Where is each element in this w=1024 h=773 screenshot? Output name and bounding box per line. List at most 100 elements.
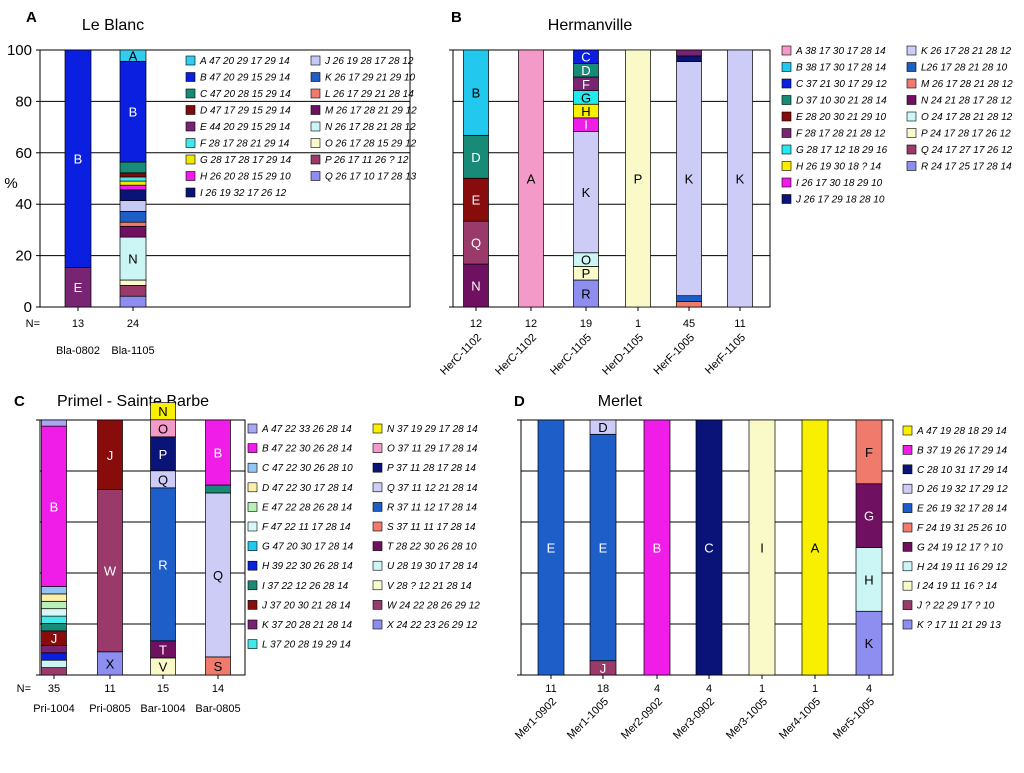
legend-swatch [372, 541, 383, 551]
legend-swatch [247, 580, 258, 591]
legend-swatch [781, 45, 792, 56]
bar-segment-label: T [159, 642, 167, 657]
legend-swatch [372, 423, 383, 434]
bar-segment [97, 489, 123, 653]
bar-segment-label: R [158, 557, 167, 572]
plot-frame [39, 49, 411, 308]
bar-segment-label: F [582, 77, 590, 92]
bar-segment-label: I [584, 118, 588, 133]
legend-entry: S 37 11 11 17 28 14 [387, 522, 476, 533]
legend-swatch [310, 88, 321, 99]
bar-segment [119, 211, 147, 223]
bar-segment [119, 279, 147, 286]
bar-segment [41, 652, 67, 661]
bar-segment [801, 419, 829, 676]
category-label: Bla-0802 [56, 345, 100, 357]
bar-segment-label: B [50, 499, 59, 514]
bar-segment [41, 586, 67, 595]
bar-segment-label: P [582, 266, 591, 281]
legend-swatch [310, 55, 321, 66]
bar-segment-label: Q [213, 568, 223, 583]
legend-swatch [185, 105, 196, 115]
category-label: Pri-1004 [33, 703, 75, 715]
bar-segment [150, 436, 176, 472]
category-label: Mer1-0902 [513, 696, 559, 742]
bar-segment [537, 419, 565, 676]
bar-segment [41, 659, 67, 668]
legend-entry: B 47 20 29 15 29 14 [200, 73, 291, 84]
legend-entry: Q 37 11 12 21 28 14 [387, 483, 478, 494]
panel-title: Le Blanc [82, 17, 144, 34]
legend-swatch [247, 619, 258, 630]
legend-entry: A 47 20 29 17 29 14 [199, 56, 290, 67]
bar-segment [119, 184, 147, 191]
bar-segment-label: G [864, 509, 874, 524]
y-tick-label: 20 [15, 248, 32, 265]
legend-entry: H 26 19 30 18 ? 14 [796, 162, 882, 173]
bar-segment [695, 419, 723, 676]
legend-swatch [906, 144, 917, 155]
legend-swatch [185, 72, 196, 82]
category-label: HerF-1105 [703, 332, 748, 377]
legend-swatch [247, 482, 258, 493]
category-label: HerC-1105 [548, 332, 594, 378]
n-label: N= [17, 683, 31, 695]
bar-segment [41, 623, 67, 632]
legend-swatch [247, 521, 258, 532]
bar-segment-label: A [129, 49, 138, 64]
legend-entry: I 26 19 32 17 26 12 [200, 188, 287, 199]
panel-title: Primel - Sainte Barbe [57, 393, 209, 410]
legend-entry: A 38 17 30 17 28 14 [795, 46, 886, 57]
legend-entry: K 26 17 29 21 29 10 [325, 73, 416, 84]
category-label: Mer3-1005 [724, 696, 770, 742]
legend-entry: U 28 19 30 17 28 14 [387, 561, 478, 572]
legend-swatch [902, 580, 913, 591]
legend-swatch [902, 464, 913, 475]
bar-segment [41, 419, 67, 427]
legend-entry: N 24 21 28 17 28 12 [921, 96, 1012, 107]
bar-segment-label: O [581, 253, 591, 268]
bar-segment [205, 484, 231, 494]
panel-title: Hermanville [548, 17, 633, 34]
category-label: HerC-1102 [438, 332, 484, 378]
bar-segment-label: A [527, 172, 536, 187]
legend-swatch [185, 121, 196, 132]
bar-segment [41, 615, 67, 624]
bar-segment [573, 49, 599, 64]
bar-segment-label: C [704, 541, 713, 556]
n-value: 45 [683, 318, 695, 330]
bar-segment-label: C [581, 50, 590, 65]
bar-segment-label: H [864, 572, 873, 587]
legend-swatch [902, 483, 913, 494]
n-value: 14 [212, 683, 224, 695]
bar-segment [676, 61, 702, 297]
legend-entry: J ? 22 29 17 ? 10 [916, 601, 995, 612]
legend-swatch [781, 177, 792, 188]
bar-segment-label: H [581, 104, 590, 119]
legend-entry: R 37 11 12 17 28 14 [387, 502, 477, 513]
n-value: 24 [127, 318, 139, 330]
legend-swatch [247, 423, 258, 434]
legend-swatch [372, 619, 383, 630]
bar-segment [119, 189, 147, 201]
legend-swatch [185, 154, 196, 165]
legend-swatch [372, 502, 383, 512]
legend-entry: F 28 17 28 21 28 12 [796, 129, 886, 140]
legend-entry: G 47 20 30 17 28 14 [262, 542, 354, 553]
legend-swatch [902, 445, 913, 455]
bar-segment-label: D [581, 63, 590, 78]
bar-segment-label: N [158, 404, 167, 419]
legend-entry: A 47 22 33 26 28 14 [261, 424, 352, 435]
legend-entry: H 39 22 30 26 28 14 [262, 561, 353, 572]
legend-entry: C 47 22 30 26 28 10 [262, 463, 353, 474]
legend-entry: D 37 10 30 21 28 14 [796, 96, 887, 107]
n-value: 4 [706, 683, 712, 695]
legend-entry: D 47 17 29 15 29 14 [200, 106, 291, 117]
category-label: Mer2-0902 [619, 696, 665, 742]
bar-segment [463, 49, 489, 136]
bar-segment [119, 236, 147, 281]
bar-segment-label: W [104, 564, 117, 579]
bar-segment [97, 419, 123, 490]
bar-segment-label: A [811, 541, 820, 556]
legend-entry: G 28 17 12 18 29 16 [796, 145, 888, 156]
